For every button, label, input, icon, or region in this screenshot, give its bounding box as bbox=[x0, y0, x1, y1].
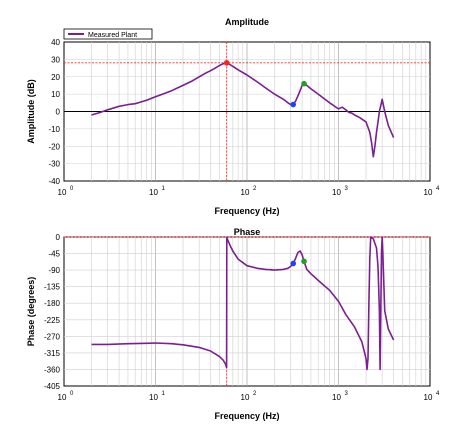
y-tick-label: -40 bbox=[48, 177, 60, 186]
x-tick-label: 10 bbox=[149, 393, 158, 402]
y-tick-label: -315 bbox=[44, 349, 61, 358]
phase-series bbox=[91, 236, 395, 371]
amplitude-title: Amplitude bbox=[225, 17, 269, 27]
x-tick-label: 10 bbox=[241, 393, 250, 402]
phase-panel: 0-45-90-135-180-225-270-315-360-405 10 0 1… bbox=[26, 227, 440, 421]
x-tick-label: 10 bbox=[424, 188, 433, 197]
y-tick-label: 0 bbox=[56, 233, 61, 242]
phase-title: Phase bbox=[234, 227, 261, 237]
y-tick-label: -180 bbox=[44, 299, 61, 308]
y-tick-label: 30 bbox=[51, 55, 60, 64]
x-tick-label: 10 bbox=[149, 188, 158, 197]
x-tick-exponent: 4 bbox=[436, 186, 440, 192]
marker-green[interactable] bbox=[301, 80, 307, 87]
x-tick-label: 10 bbox=[332, 188, 341, 197]
amplitude-y-ticks: -40 -30 -20 -10 0 10 20 30 40 bbox=[48, 38, 60, 186]
marker-blue[interactable] bbox=[290, 101, 297, 108]
legend: Measured Plant bbox=[63, 28, 153, 40]
series-line-measured-plant bbox=[91, 236, 395, 371]
y-tick-label: -405 bbox=[44, 382, 61, 391]
x-tick-exponent: 4 bbox=[436, 391, 440, 397]
marker-green[interactable] bbox=[301, 258, 307, 265]
legend-entry-measured-plant: Measured Plant bbox=[88, 32, 137, 39]
y-tick-label: 20 bbox=[51, 73, 60, 82]
phase-y-axis-label: Phase (degrees) bbox=[26, 277, 36, 347]
x-tick-label: 10 bbox=[424, 393, 433, 402]
x-tick-label: 10 bbox=[241, 188, 250, 197]
y-tick-label: -360 bbox=[44, 365, 61, 374]
y-tick-label: 40 bbox=[51, 38, 60, 47]
y-tick-label: -270 bbox=[44, 332, 61, 341]
x-tick-exponent: 0 bbox=[70, 391, 74, 397]
x-tick-exponent: 2 bbox=[253, 391, 257, 397]
x-tick-label: 10 bbox=[58, 188, 67, 197]
legend-box bbox=[63, 28, 153, 40]
amplitude-markers[interactable] bbox=[223, 60, 307, 108]
x-tick-label: 10 bbox=[58, 393, 67, 402]
amplitude-y-axis-label: Amplitude (dB) bbox=[26, 79, 36, 144]
x-tick-exponent: 1 bbox=[162, 186, 166, 192]
x-tick-label: 10 bbox=[332, 393, 341, 402]
x-tick-exponent: 0 bbox=[70, 186, 74, 192]
phase-markers[interactable] bbox=[290, 258, 307, 267]
y-tick-label: -30 bbox=[48, 160, 60, 169]
y-tick-label: 0 bbox=[56, 108, 61, 117]
y-tick-label: -90 bbox=[48, 266, 60, 275]
y-tick-label: -20 bbox=[48, 142, 60, 151]
y-tick-label: -45 bbox=[48, 250, 60, 259]
phase-x-axis-label: Frequency (Hz) bbox=[214, 411, 279, 421]
y-tick-label: 10 bbox=[51, 90, 60, 99]
amplitude-cursor[interactable] bbox=[64, 42, 430, 181]
amplitude-x-ticks: 10 0 10 1 10 2 10 3 10 4 bbox=[58, 186, 440, 197]
marker-red[interactable] bbox=[223, 60, 230, 66]
x-tick-exponent: 2 bbox=[253, 186, 257, 192]
phase-x-ticks: 10 0 10 1 10 2 10 3 10 4 bbox=[58, 391, 440, 402]
amplitude-x-axis-label: Frequency (Hz) bbox=[214, 206, 279, 216]
y-tick-label: -10 bbox=[48, 125, 60, 134]
x-tick-exponent: 3 bbox=[345, 391, 349, 397]
phase-y-ticks: 0 -45 -90 -135 -180 -225 -270 -315 -360 -405 bbox=[44, 233, 61, 391]
y-tick-label: -225 bbox=[44, 316, 61, 325]
y-tick-label: -135 bbox=[44, 283, 61, 292]
x-tick-exponent: 3 bbox=[345, 186, 349, 192]
marker-blue[interactable] bbox=[290, 260, 297, 267]
x-tick-exponent: 1 bbox=[162, 391, 166, 397]
